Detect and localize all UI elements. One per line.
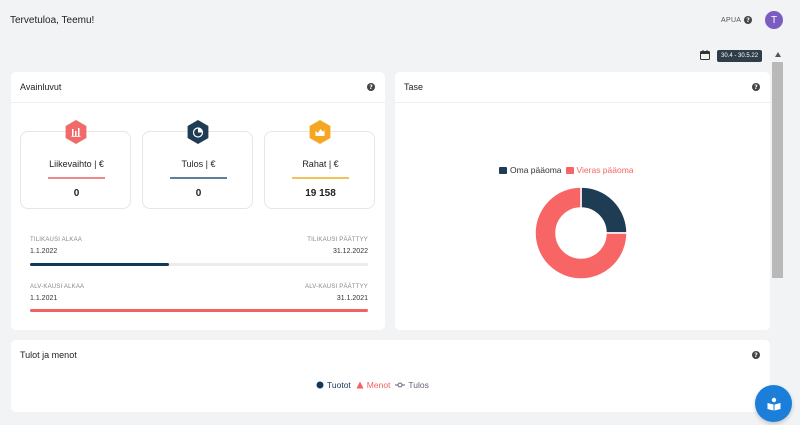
question-icon: ?: [744, 16, 753, 24]
balance-title: Tase: [404, 82, 424, 92]
fiscal-progress-fill: [30, 263, 169, 266]
vat-start-label: ALV-KAUSI ALKAA: [30, 284, 85, 290]
top-bar: Tervetuloa, Teemu! APUA ? T: [0, 0, 800, 40]
legend-item-result[interactable]: Tulos: [395, 380, 429, 390]
kpi-underline: [170, 177, 227, 179]
scrollbar-thumb[interactable]: [772, 62, 783, 278]
income-expenses-help-icon[interactable]: ?: [752, 351, 760, 359]
key-figures-help-icon[interactable]: ?: [367, 83, 375, 91]
kpi-label: Liikevaihto | €: [49, 159, 104, 169]
income-expenses-card: Tulot ja menot ?: [11, 340, 770, 412]
help-label: APUA: [721, 16, 742, 24]
balance-donut-chart: [534, 186, 628, 280]
income-legend: Tuotot Menot Tulos: [316, 380, 429, 390]
fiscal-progress-track: [30, 263, 368, 266]
legend-swatch: [565, 166, 574, 174]
card-divider: [395, 102, 770, 103]
area-chart-icon: [309, 120, 331, 144]
legend-swatch: [499, 166, 507, 174]
kpi-value: 0: [73, 188, 80, 199]
fiscal-end-label: TILIKAUSI PÄÄTTYY: [307, 237, 368, 243]
legend-label: Tuotot: [327, 380, 351, 390]
legend-item-revenues[interactable]: Tuotot: [316, 380, 351, 390]
kpi-label: Tulos | €: [181, 159, 216, 169]
avatar[interactable]: T: [765, 11, 783, 29]
balance-help-icon[interactable]: ?: [752, 83, 760, 91]
greeting-text: Tervetuloa, Teemu!: [10, 15, 95, 26]
legend-label: Menot: [366, 380, 391, 390]
fiscal-end-date: 31.12.2022: [332, 248, 368, 255]
kpi-card-result: Tulos | € 0: [142, 131, 253, 209]
balance-legend: Oma pääoma Vieras pääoma: [499, 165, 634, 175]
kpi-value: 0: [195, 188, 202, 199]
donut-slice-liabilities[interactable]: [534, 186, 628, 280]
scroll-up-arrow-icon[interactable]: [775, 52, 781, 57]
legend-item-liabilities[interactable]: Vieras pääoma: [565, 165, 634, 175]
help-link[interactable]: APUA ?: [721, 16, 753, 24]
kpi-underline: [292, 177, 349, 179]
bar-chart-icon: [65, 120, 87, 144]
legend-item-equity[interactable]: Oma pääoma: [499, 165, 562, 175]
card-divider: [11, 102, 385, 103]
legend-label: Oma pääoma: [510, 165, 562, 175]
kpi-card-revenue: Liikevaihto | € 0: [20, 131, 131, 209]
income-expenses-title: Tulot ja menot: [20, 350, 77, 360]
calendar-icon[interactable]: [700, 50, 710, 60]
legend-item-expenses[interactable]: Menot: [356, 380, 391, 390]
book-reader-icon: [767, 397, 780, 410]
fiscal-start-label: TILIKAUSI ALKAA: [30, 237, 83, 243]
vat-start-date: 1.1.2021: [30, 295, 58, 302]
line-circle-icon: [395, 382, 406, 388]
kpi-value: 19 158: [305, 188, 336, 199]
key-figures-title: Avainluvut: [20, 82, 62, 92]
pie-chart-icon: [187, 120, 209, 144]
triangle-icon: [356, 381, 364, 389]
date-range-badge[interactable]: 30.4 - 30.5.22: [717, 50, 763, 62]
vat-end-date: 31.1.2021: [336, 295, 368, 302]
kpi-underline: [48, 177, 105, 179]
donut-slice-equity[interactable]: [580, 186, 628, 234]
vat-progress-track: [30, 309, 368, 312]
legend-label: Vieras pääoma: [576, 165, 634, 175]
legend-label: Tulos: [408, 380, 429, 390]
vat-progress-fill: [30, 309, 368, 312]
kpi-label: Rahat | €: [302, 159, 339, 169]
fiscal-start-date: 1.1.2022: [30, 248, 58, 255]
vat-end-label: ALV-KAUSI PÄÄTTYY: [305, 284, 368, 290]
guide-fab-button[interactable]: [755, 385, 792, 422]
circle-icon: [316, 381, 324, 389]
